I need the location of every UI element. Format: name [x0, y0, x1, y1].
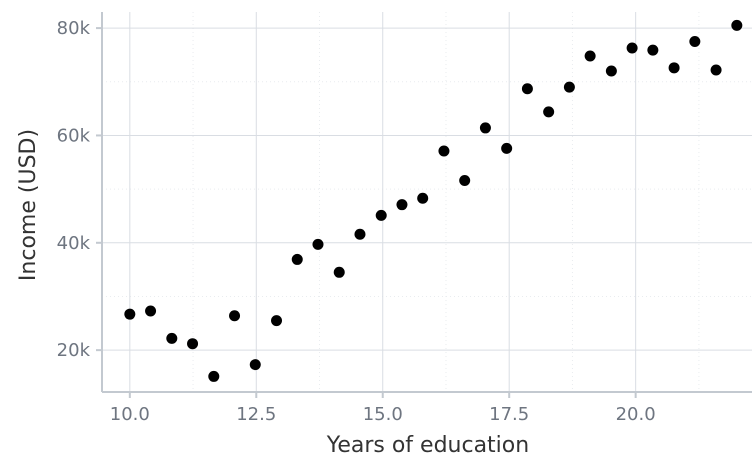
x-tick-label: 17.5 [489, 404, 529, 425]
x-axis-title: Years of education [326, 433, 529, 456]
data-point [668, 62, 680, 74]
y-tick-label: 20k [57, 340, 91, 361]
data-point [605, 65, 617, 77]
x-tick-label: 20.0 [616, 404, 656, 425]
data-point [271, 315, 283, 327]
axes [96, 12, 752, 398]
data-point [438, 145, 450, 157]
y-tick-label: 40k [57, 233, 91, 254]
data-point [396, 199, 408, 211]
data-point [501, 142, 513, 154]
data-point [584, 50, 596, 62]
data-point [417, 192, 429, 204]
minor-gridlines [102, 12, 752, 392]
x-tick-label: 15.0 [363, 404, 403, 425]
data-point [563, 81, 575, 93]
data-point [647, 44, 659, 56]
data-point [249, 359, 261, 371]
data-point [312, 238, 324, 250]
data-point [166, 332, 178, 344]
x-tick-label: 10.0 [110, 404, 150, 425]
data-point [375, 209, 387, 221]
data-point [208, 370, 220, 382]
data-point [291, 253, 303, 265]
data-point [710, 64, 722, 76]
data-point [124, 308, 136, 320]
data-point [543, 106, 555, 118]
data-point [521, 83, 533, 95]
data-points [124, 19, 743, 382]
data-point [333, 266, 345, 278]
data-point [626, 42, 638, 54]
data-point [479, 122, 491, 134]
y-tick-label: 60k [57, 125, 91, 146]
data-point [731, 19, 743, 31]
data-point [187, 338, 199, 350]
x-tick-label: 12.5 [236, 404, 276, 425]
data-point [229, 310, 241, 322]
y-tick-label: 80k [57, 18, 91, 39]
data-point [145, 305, 157, 317]
major-gridlines [102, 12, 752, 392]
y-axis-title: Income (USD) [16, 129, 41, 281]
tick-labels: 10.0 12.5 15.0 17.5 20.0 20k 40k 60k 80k [57, 18, 656, 425]
data-point [459, 175, 471, 187]
data-point [354, 228, 366, 240]
data-point [689, 36, 701, 48]
